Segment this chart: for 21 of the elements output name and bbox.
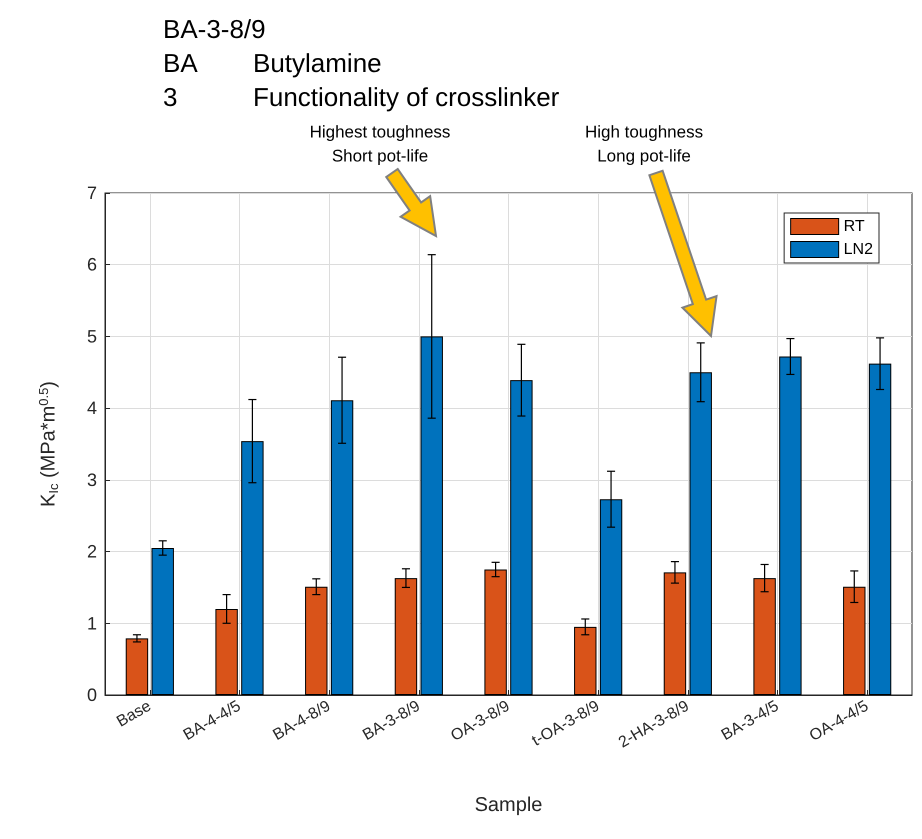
y-tick-label: 1: [86, 613, 97, 634]
text: BA-3-8/9: [163, 14, 266, 44]
text: High toughness Long pot-life: [584, 122, 704, 166]
text: Highest toughness Short pot-life: [310, 122, 450, 166]
text: 3: [163, 82, 178, 112]
bar: [126, 638, 148, 695]
x-tick-label: Base: [114, 698, 154, 731]
y-tick-label: 3: [86, 470, 97, 490]
y-tick-label: 5: [86, 326, 97, 346]
legend-label: RT: [844, 218, 865, 235]
legend-label: LN2: [844, 241, 874, 258]
y-tick-label: 7: [86, 183, 97, 203]
y-tick-label: 0: [86, 685, 97, 705]
y-axis-title: KIc (MPa*m0.5): [36, 381, 61, 507]
y-tick-label: 4: [86, 398, 97, 418]
text: BA: [163, 48, 198, 78]
y-tick-label: 2: [86, 542, 97, 562]
text: Functionality of crosslinker: [253, 82, 560, 112]
x-axis-title: Sample: [474, 794, 542, 816]
text: Butylamine: [253, 48, 382, 78]
y-tick-label: 6: [86, 254, 97, 275]
